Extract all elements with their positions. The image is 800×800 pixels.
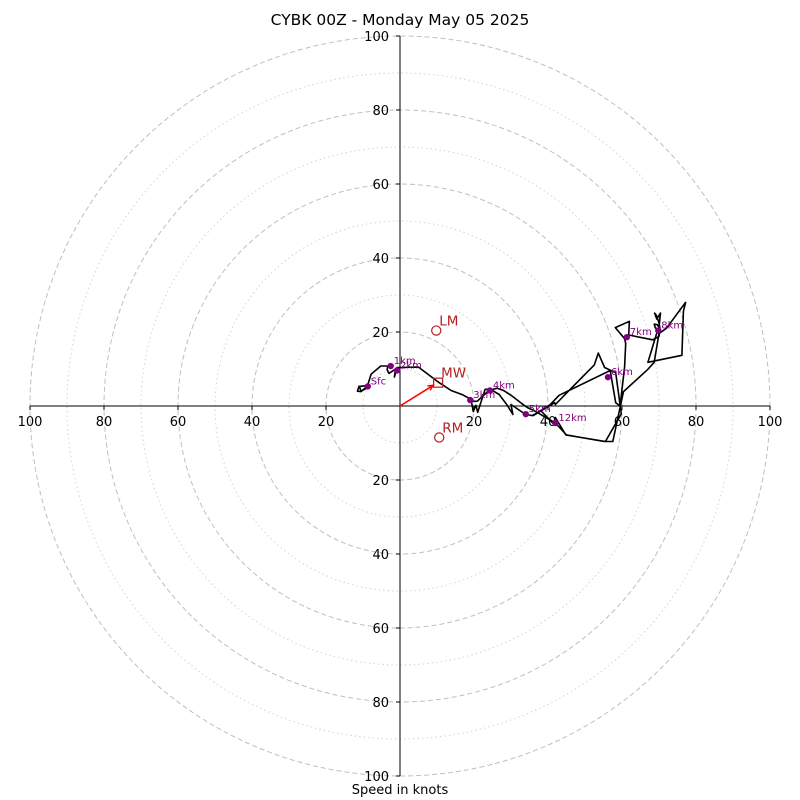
storm-motion-mw-label: MW <box>441 366 466 382</box>
x-tick-label: 40 <box>540 415 557 430</box>
y-tick-label: 100 <box>364 30 389 45</box>
height-marker-12km <box>552 419 559 427</box>
height-label-2km: 2km <box>400 360 422 371</box>
chart-title: CYBK 00Z - Monday May 05 2025 <box>270 11 530 29</box>
y-tick-label: 20 <box>372 326 389 341</box>
x-tick-label: 40 <box>244 415 261 430</box>
y-tick-label: 20 <box>372 474 389 489</box>
x-tick-label: 80 <box>96 415 113 430</box>
y-tick-label: 80 <box>372 696 389 711</box>
x-tick-label: 80 <box>688 415 705 430</box>
y-tick-label: 40 <box>372 252 389 267</box>
height-label-1km: 1km <box>394 356 416 367</box>
height-label-sfc: Sfc <box>371 376 386 387</box>
height-label-8km: 8km <box>661 321 683 332</box>
y-tick-label: 60 <box>372 178 389 193</box>
storm-motion-rm-label: RM <box>442 420 463 436</box>
height-label-5km: 5km <box>529 404 551 415</box>
height-label-12km: 12km <box>558 413 586 424</box>
height-marker-6km <box>604 373 612 381</box>
storm-motion-group: LM MW RM <box>399 314 466 443</box>
x-axis-label: Speed in knots <box>351 783 449 798</box>
height-label-6km: 6km <box>611 367 633 378</box>
height-marker-8km <box>655 327 662 334</box>
hodograph-trace-group <box>356 301 687 443</box>
x-tick-label: 20 <box>466 415 483 430</box>
y-tick-label: 60 <box>372 622 389 637</box>
height-label-4km: 4km <box>493 380 515 391</box>
x-tick-label: 20 <box>318 415 335 430</box>
height-marker-1km <box>387 362 394 370</box>
storm-motion-lm-marker <box>431 325 442 336</box>
height-marker-sfc <box>364 383 372 390</box>
x-tick-label: 60 <box>170 415 187 430</box>
storm-motion-mw-marker <box>433 377 444 388</box>
storm-motion-lm-label: LM <box>439 314 458 330</box>
x-tick-label: 100 <box>18 415 43 430</box>
y-tick-label: 100 <box>364 770 389 785</box>
height-label-7km: 7km <box>630 327 652 338</box>
mean-wind-vector <box>399 384 434 407</box>
y-tick-label: 40 <box>372 548 389 563</box>
height-marker-7km <box>623 333 631 341</box>
storm-motion-rm-marker <box>434 432 445 443</box>
x-tick-label: 100 <box>758 415 783 430</box>
height-marker-3km <box>467 396 474 404</box>
height-marker-5km <box>522 410 529 418</box>
y-tick-label: 80 <box>372 104 389 119</box>
hodograph-line <box>356 301 687 443</box>
height-marker-4km <box>486 387 494 394</box>
height-label-3km: 3km <box>473 390 495 401</box>
height-marker-2km <box>393 367 401 374</box>
